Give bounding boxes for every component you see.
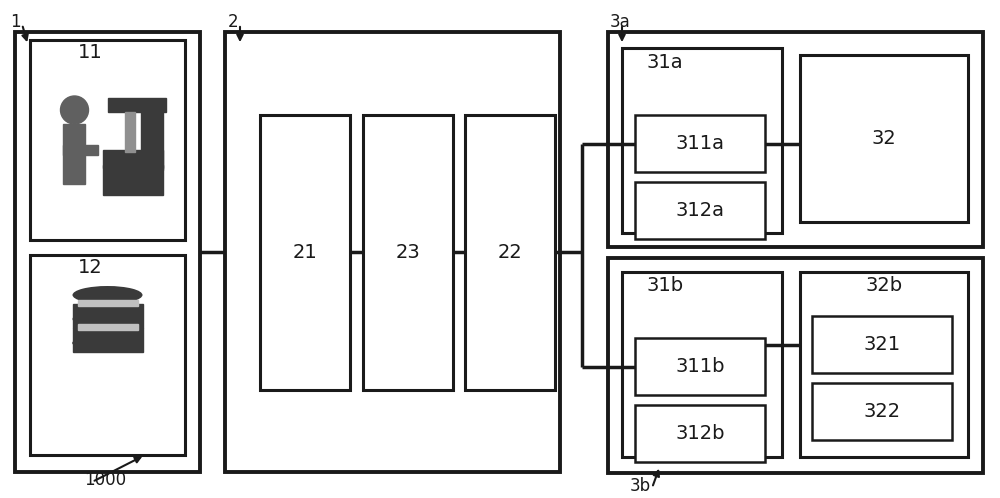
Bar — [812, 316, 952, 373]
Ellipse shape — [72, 334, 143, 352]
Text: 23: 23 — [396, 243, 420, 261]
Bar — [622, 272, 782, 457]
Bar — [108, 98, 166, 112]
Bar — [608, 32, 983, 247]
Bar — [635, 405, 765, 462]
Text: 1000: 1000 — [84, 471, 126, 489]
Text: 3a: 3a — [610, 13, 631, 31]
Text: 312b: 312b — [675, 423, 725, 443]
Bar — [103, 150, 162, 168]
Text: 21: 21 — [293, 243, 317, 261]
Bar — [363, 115, 453, 390]
Circle shape — [60, 96, 88, 124]
Text: 322: 322 — [863, 401, 901, 420]
Text: 311b: 311b — [675, 357, 725, 375]
Bar — [124, 112, 134, 152]
Bar — [635, 182, 765, 239]
Bar — [30, 40, 185, 240]
Bar — [800, 55, 968, 222]
Text: 31a: 31a — [647, 52, 683, 72]
Bar — [78, 300, 138, 306]
Text: 22: 22 — [498, 243, 522, 261]
Text: 32b: 32b — [865, 275, 903, 294]
Bar — [260, 115, 350, 390]
Bar — [140, 100, 162, 170]
Text: 32: 32 — [872, 128, 896, 147]
Ellipse shape — [72, 310, 143, 328]
Bar — [465, 115, 555, 390]
Text: 312a: 312a — [676, 201, 724, 220]
Bar — [72, 304, 143, 328]
Text: 12: 12 — [78, 257, 102, 276]
Bar — [103, 165, 162, 195]
Bar — [30, 255, 185, 455]
Text: 31b: 31b — [646, 275, 684, 294]
Text: 1: 1 — [10, 13, 21, 31]
Bar — [15, 32, 200, 472]
Bar — [72, 328, 143, 352]
Bar — [812, 383, 952, 440]
Ellipse shape — [72, 334, 143, 352]
Text: 311a: 311a — [676, 133, 724, 152]
Bar — [78, 324, 138, 330]
Bar — [608, 258, 983, 473]
Text: 321: 321 — [863, 335, 901, 354]
Bar — [635, 115, 765, 172]
Bar — [622, 48, 782, 233]
Text: 2: 2 — [228, 13, 239, 31]
Bar — [225, 32, 560, 472]
Bar — [635, 338, 765, 395]
Bar — [62, 145, 98, 155]
Bar — [62, 124, 84, 184]
Text: 11: 11 — [78, 42, 102, 61]
Text: 3b: 3b — [629, 477, 651, 495]
Bar — [800, 272, 968, 457]
Ellipse shape — [72, 286, 143, 304]
